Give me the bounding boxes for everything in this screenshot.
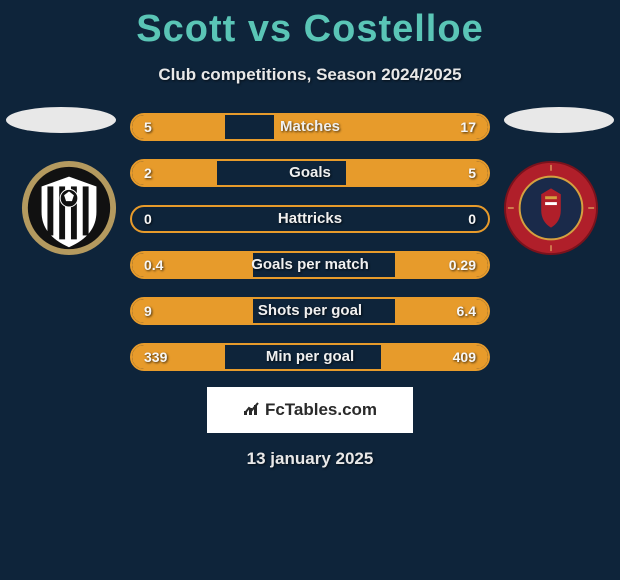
snapshot-date: 13 january 2025	[0, 449, 620, 469]
player-photo-placeholder-right	[504, 107, 614, 133]
stat-row: 25Goals	[130, 159, 490, 187]
club-badge-right	[502, 159, 600, 257]
stat-label: Min per goal	[132, 345, 488, 369]
stat-row: 00Hattricks	[130, 205, 490, 233]
stat-label: Goals	[132, 161, 488, 185]
stats-bars: 517Matches 25Goals 00Hattricks 0.40.29Goals…	[130, 113, 490, 371]
branding-text: FcTables.com	[265, 400, 377, 420]
stat-label: Hattricks	[132, 207, 488, 231]
comparison-panel: 517Matches 25Goals 00Hattricks 0.40.29Goals…	[0, 113, 620, 371]
stat-label: Shots per goal	[132, 299, 488, 323]
comparison-title: Scott vs Costelloe	[0, 0, 620, 51]
stat-label: Goals per match	[132, 253, 488, 277]
stat-row: 339409Min per goal	[130, 343, 490, 371]
stat-row: 517Matches	[130, 113, 490, 141]
stat-row: 0.40.29Goals per match	[130, 251, 490, 279]
chart-icon	[243, 399, 261, 422]
stat-label: Matches	[132, 115, 488, 139]
comparison-subtitle: Club competitions, Season 2024/2025	[0, 65, 620, 85]
stat-row: 96.4Shots per goal	[130, 297, 490, 325]
branding-box[interactable]: FcTables.com	[207, 387, 413, 433]
club-badge-left	[20, 159, 118, 257]
player-photo-placeholder-left	[6, 107, 116, 133]
